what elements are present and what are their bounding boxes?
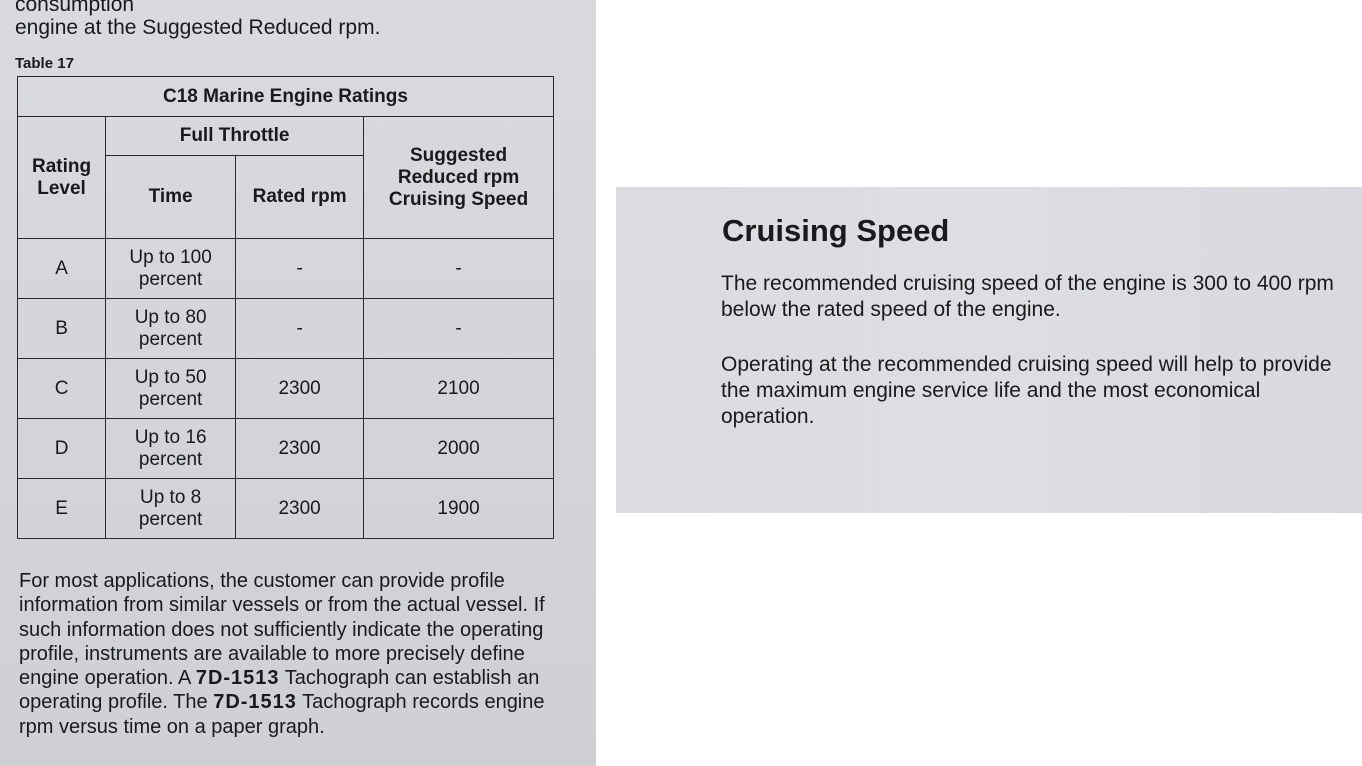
paragraph-1: The recommended cruising speed of the en… <box>721 272 1334 321</box>
cell-reduced: 2100 <box>363 358 554 419</box>
cell-rated: 2300 <box>235 358 365 419</box>
cell-reduced: - <box>363 238 554 299</box>
header-time: Time <box>105 155 237 239</box>
table-row: B Up to 80 percent - - <box>16 298 554 359</box>
cell-time: Up to 80 percent <box>105 298 237 359</box>
cell-reduced: 2000 <box>363 418 554 479</box>
cell-level: D <box>16 418 107 479</box>
cell-level: B <box>16 298 107 359</box>
cell-level: A <box>16 238 107 299</box>
cell-rated: 2300 <box>235 478 365 539</box>
paragraph-2: Operating at the recommended cruising sp… <box>721 353 1332 428</box>
left-page-photo: consumption engine at the Suggested Redu… <box>0 0 596 766</box>
cell-time: Up to 16 percent <box>105 418 237 479</box>
header-suggested-reduced: Suggested Reduced rpm Cruising Speed <box>363 116 554 239</box>
cell-time: Up to 8 percent <box>105 478 237 539</box>
cell-level: E <box>16 478 107 539</box>
cell-level: C <box>16 358 107 419</box>
table-title: C18 Marine Engine Ratings <box>17 76 554 117</box>
cell-time: Up to 50 percent <box>105 358 237 419</box>
table-label: Table 17 <box>15 55 74 72</box>
cell-rated: - <box>235 238 365 299</box>
paragraph-text: Tachograph records engine rpm versus tim… <box>19 691 545 738</box>
header-full-throttle: Full Throttle <box>105 116 365 156</box>
cell-rated: - <box>235 298 365 359</box>
table-row: C Up to 50 percent 2300 2100 <box>16 358 554 419</box>
ratings-table: C18 Marine Engine Ratings Rating Level F… <box>16 76 554 539</box>
intro-line: engine at the Suggested Reduced rpm. <box>15 16 381 39</box>
paragraph-text: For most applications, the customer can … <box>19 570 545 690</box>
header-rating-level: Rating Level <box>16 116 107 239</box>
table-row: E Up to 8 percent 2300 1900 <box>16 478 554 539</box>
right-page-photo: Cruising Speed The recommended cruising … <box>616 187 1362 513</box>
cell-rated: 2300 <box>235 418 365 479</box>
section-title: Cruising Speed <box>722 213 950 248</box>
cut-off-text: consumption <box>15 0 135 16</box>
table-row: D Up to 16 percent 2300 2000 <box>16 418 554 479</box>
cell-time: Up to 100 percent <box>105 238 237 299</box>
body-paragraph: For most applications, the customer can … <box>19 569 579 739</box>
table-row: A Up to 100 percent - - <box>16 238 554 299</box>
part-number: 7D-1513 <box>213 691 297 714</box>
paragraph-text: Tachograph can establish an operating pr… <box>19 667 540 714</box>
header-rated-rpm: Rated rpm <box>235 155 365 239</box>
cell-reduced: - <box>363 298 554 359</box>
part-number: 7D-1513 <box>195 667 280 690</box>
cell-reduced: 1900 <box>363 478 554 539</box>
